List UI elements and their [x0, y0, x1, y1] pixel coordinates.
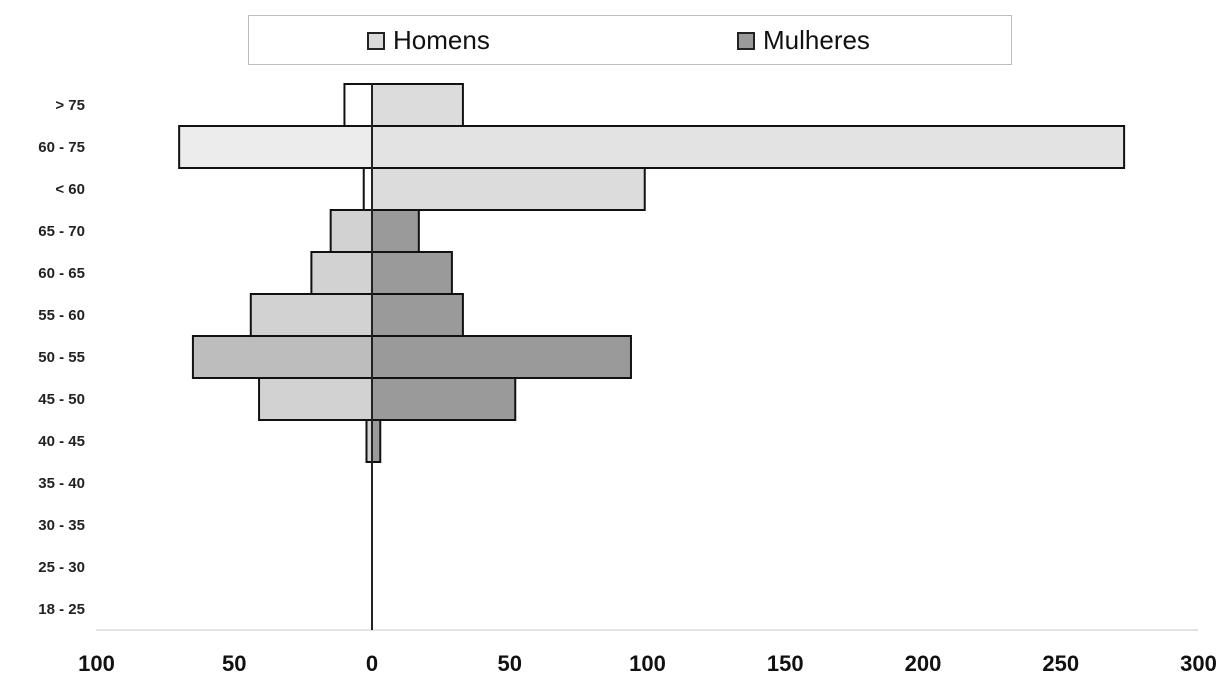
category-label-4: 40 - 45: [38, 433, 85, 450]
legend: Homens Mulheres: [248, 15, 1012, 65]
category-label-10: < 60: [55, 181, 85, 198]
bar-right-5: [371, 377, 517, 421]
category-label-11: 60 - 75: [38, 139, 85, 156]
bar-left-12: [343, 83, 374, 127]
bar-left-10: [362, 167, 373, 211]
x-tick-label-8: 300: [1180, 651, 1217, 676]
category-label-1: 25 - 30: [38, 559, 85, 576]
bar-right-4: [371, 419, 382, 463]
bar-left-8: [310, 251, 374, 295]
bar-right-10: [371, 167, 646, 211]
bar-left-7: [249, 293, 373, 337]
x-tick-label-6: 200: [905, 651, 942, 676]
x-tick-label-4: 100: [629, 651, 666, 676]
category-label-8: 60 - 65: [38, 265, 85, 282]
legend-label-mulheres: Mulheres: [763, 25, 870, 55]
category-label-0: 18 - 25: [38, 601, 85, 618]
legend-entry-mulheres: Mulheres: [737, 25, 870, 56]
bar-right-6: [371, 335, 632, 379]
bar-right-7: [371, 293, 464, 337]
category-label-9: 65 - 70: [38, 223, 85, 240]
category-label-5: 45 - 50: [38, 391, 85, 408]
legend-entry-homens: Homens: [367, 25, 490, 56]
category-label-2: 30 - 35: [38, 517, 85, 534]
bar-right-11: [371, 125, 1126, 169]
bar-right-12: [371, 83, 464, 127]
bar-left-5: [258, 377, 374, 421]
x-tick-label-2: 0: [366, 651, 378, 676]
category-label-12: > 75: [55, 97, 85, 114]
x-tick-label-1: 50: [222, 651, 246, 676]
bar-left-9: [329, 209, 373, 253]
x-tick-label-3: 50: [498, 651, 522, 676]
category-label-6: 50 - 55: [38, 349, 85, 366]
legend-swatch-homens: [367, 31, 385, 50]
legend-label-homens: Homens: [393, 25, 490, 55]
bar-left-11: [178, 125, 373, 169]
category-label-3: 35 - 40: [38, 475, 85, 492]
bar-right-9: [371, 209, 420, 253]
bar-right-8: [371, 251, 453, 295]
x-tick-label-5: 150: [767, 651, 804, 676]
bar-left-6: [191, 335, 373, 379]
x-tick-label-7: 250: [1042, 651, 1079, 676]
legend-swatch-mulheres: [737, 31, 755, 50]
x-tick-label-0: 100: [78, 651, 115, 676]
category-label-7: 55 - 60: [38, 307, 85, 324]
